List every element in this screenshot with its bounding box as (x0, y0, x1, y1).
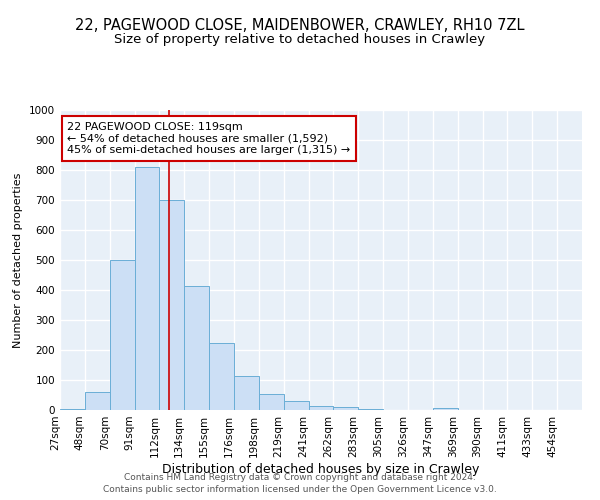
X-axis label: Distribution of detached houses by size in Crawley: Distribution of detached houses by size … (163, 462, 479, 475)
Text: 22 PAGEWOOD CLOSE: 119sqm
← 54% of detached houses are smaller (1,592)
45% of se: 22 PAGEWOOD CLOSE: 119sqm ← 54% of detac… (67, 122, 350, 155)
Bar (134, 167, 160, 410)
Bar (308, 406, 334, 410)
Bar (433, 408, 458, 410)
Text: Contains HM Land Registry data © Crown copyright and database right 2024.: Contains HM Land Registry data © Crown c… (124, 473, 476, 482)
Bar (209, 342, 234, 410)
Text: 22, PAGEWOOD CLOSE, MAIDENBOWER, CRAWLEY, RH10 7ZL: 22, PAGEWOOD CLOSE, MAIDENBOWER, CRAWLEY… (75, 18, 525, 32)
Text: Contains public sector information licensed under the Open Government Licence v3: Contains public sector information licen… (103, 484, 497, 494)
Bar (284, 401, 308, 410)
Bar (334, 407, 358, 410)
Bar (110, 260, 134, 410)
Bar (60, 408, 85, 410)
Bar (184, 286, 209, 410)
Text: Size of property relative to detached houses in Crawley: Size of property relative to detached ho… (115, 32, 485, 46)
Bar (160, 200, 184, 410)
Y-axis label: Number of detached properties: Number of detached properties (13, 172, 23, 348)
Bar (234, 376, 259, 410)
Bar (259, 394, 284, 410)
Bar (358, 408, 383, 410)
Bar (85, 392, 110, 410)
